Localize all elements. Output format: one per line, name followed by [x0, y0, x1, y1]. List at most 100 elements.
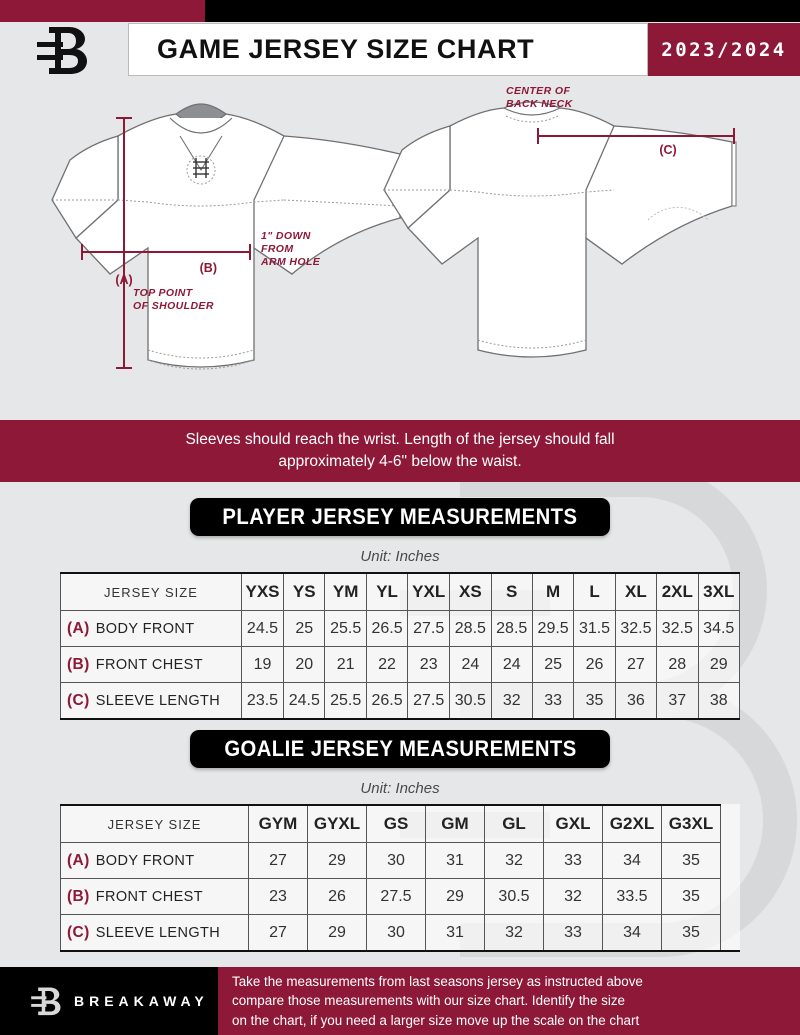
- measurement-value: 20: [283, 646, 326, 683]
- measurement-value: 30: [366, 842, 426, 879]
- measurement-value: 33: [543, 842, 603, 879]
- measurement-value: 23: [407, 646, 451, 683]
- footer-line-1: Take the measurements from last seasons …: [232, 974, 643, 990]
- table-row: (B) FRONT CHEST 19 20 21 22 23 24 24 25 26 27 28 29: [60, 646, 740, 683]
- measurement-name: BODY FRONT: [95, 852, 195, 869]
- measurement-row-label: (B) FRONT CHEST: [60, 646, 242, 683]
- size-column-header: YXL: [407, 572, 451, 611]
- jersey-size-header: JERSEY SIZE: [60, 804, 249, 843]
- season-label: 2023/2024: [661, 38, 787, 61]
- size-column-header: L: [573, 572, 616, 611]
- measurement-value: 27: [614, 646, 658, 683]
- measurement-value: 27: [248, 914, 308, 952]
- player-section-badge: PLAYER JERSEY MEASUREMENTS: [190, 498, 610, 536]
- measurement-value: 33: [543, 914, 603, 952]
- measurement-value: 34: [602, 842, 662, 879]
- top-strip-maroon: [0, 0, 205, 22]
- measurement-value: 24: [490, 646, 533, 683]
- fit-note-line-2: approximately 4-6" below the waist.: [278, 453, 522, 470]
- table-row: (A) BODY FRONT 24.5 25 25.5 26.5 27.5 28.5 28.5 2…: [60, 610, 740, 647]
- jersey-back-view: (C) CENTER OF BACK NECK: [383, 85, 737, 358]
- measurement-marker: (A): [67, 851, 90, 869]
- marker-b-note-3: ARM HOLE: [260, 256, 321, 268]
- measurement-value: 32.5: [614, 610, 658, 647]
- measurement-name: FRONT CHEST: [95, 888, 203, 905]
- table-row: (C) SLEEVE LENGTH 27 29 30 31 32 33 34 35: [60, 914, 740, 952]
- measurement-value: 30.5: [449, 682, 492, 720]
- measurement-value: 26: [307, 878, 367, 915]
- table-row: (A) BODY FRONT 27 29 30 31 32 33 34 35: [60, 842, 740, 879]
- measurement-value: 25.5: [324, 682, 367, 720]
- measurement-value: 23: [248, 878, 308, 915]
- table-row: (C) SLEEVE LENGTH 23.5 24.5 25.5 26.5 27.5 30.5…: [60, 682, 740, 720]
- jersey-size-header: JERSEY SIZE: [60, 572, 242, 611]
- measurement-value: 28.5: [449, 610, 492, 647]
- goalie-section-title: GOALIE JERSEY MEASUREMENTS: [223, 736, 577, 761]
- marker-a-note-2: OF SHOULDER: [133, 300, 214, 312]
- player-measurements-table: JERSEY SIZE YXS YS YM YL YXL XS S M L XL 2XL 3XL (A)…: [60, 572, 740, 720]
- measurement-value: 27.5: [366, 878, 426, 915]
- measurement-value: 29: [307, 914, 367, 952]
- measurement-value: 35: [661, 914, 721, 952]
- page-header: GAME JERSEY SIZE CHART 2023/2024: [0, 22, 800, 78]
- measurement-value: 34: [602, 914, 662, 952]
- size-column-header: M: [531, 572, 575, 611]
- measurement-value: 28.5: [490, 610, 533, 647]
- measurement-value: 36: [614, 682, 658, 720]
- measurement-marker: (C): [67, 691, 90, 709]
- goalie-section-badge: GOALIE JERSEY MEASUREMENTS: [190, 730, 610, 768]
- measurement-value: 31: [425, 842, 485, 879]
- measurement-value: 26: [573, 646, 616, 683]
- jersey-illustration: (B) (A) TOP POINT OF SHOULDER 1" DOWN FR…: [51, 85, 737, 370]
- page-footer: BREAKAWAY Take the measurements from las…: [0, 967, 800, 1035]
- measurement-value: 28: [656, 646, 699, 683]
- measurement-value: 26.5: [365, 610, 409, 647]
- player-table-head: JERSEY SIZE YXS YS YM YL YXL XS S M L XL 2XL 3XL: [60, 572, 740, 611]
- measurement-row-label: (B) FRONT CHEST: [60, 878, 249, 915]
- goalie-table: JERSEY SIZE GYM GYXL GS GM GL GXL G2XL G3XL (A) B…: [60, 804, 740, 952]
- player-table-body: (A) BODY FRONT 24.5 25 25.5 26.5 27.5 28.5 28.5 2…: [60, 610, 740, 720]
- footer-brand: BREAKAWAY: [0, 967, 218, 1035]
- marker-a-tag: (A): [115, 273, 132, 287]
- size-column-header: S: [490, 572, 533, 611]
- goalie-table-body: (A) BODY FRONT 27 29 30 31 32 33 34 35 (B) FRONT CH…: [60, 842, 740, 952]
- measurement-marker: (A): [67, 619, 90, 637]
- size-column-header: GXL: [543, 804, 603, 843]
- page-title-bar: GAME JERSEY SIZE CHART: [128, 23, 648, 76]
- footer-wordmark: BREAKAWAY: [74, 993, 209, 1009]
- measurement-marker: (C): [67, 923, 90, 941]
- measurement-name: FRONT CHEST: [95, 656, 203, 673]
- marker-b-note-1: 1" DOWN: [261, 230, 311, 242]
- measurement-row-label: (A) BODY FRONT: [60, 610, 242, 647]
- measurement-value: 30: [366, 914, 426, 952]
- measurement-name: SLEEVE LENGTH: [95, 692, 221, 709]
- measurement-marker: (B): [67, 655, 90, 673]
- marker-c-tag: (C): [659, 143, 676, 157]
- player-unit-label: Unit: Inches: [360, 548, 440, 565]
- jersey-front-view: (B) (A) TOP POINT OF SHOULDER 1" DOWN FR…: [51, 103, 405, 370]
- measurement-value: 29: [697, 646, 740, 683]
- measurement-value: 29: [425, 878, 485, 915]
- marker-c-note-2: BACK NECK: [506, 98, 574, 110]
- fit-note-line-1: Sleeves should reach the wrist. Length o…: [185, 430, 615, 448]
- measurement-name: SLEEVE LENGTH: [95, 924, 221, 941]
- measurement-row-label: (C) SLEEVE LENGTH: [60, 682, 242, 720]
- table-row: (B) FRONT CHEST 23 26 27.5 29 30.5 32 33.5 35: [60, 878, 740, 915]
- measurement-value: 35: [661, 878, 721, 915]
- footer-line-3: on the chart, if you need a larger size …: [232, 1012, 640, 1028]
- measurement-value: 19: [240, 646, 285, 683]
- measurement-marker: (B): [67, 887, 90, 905]
- measurement-value: 27: [248, 842, 308, 879]
- size-column-header: YL: [365, 572, 409, 611]
- size-column-header: GL: [484, 804, 544, 843]
- goalie-table-head: JERSEY SIZE GYM GYXL GS GM GL GXL G2XL G3XL: [60, 804, 740, 843]
- measurement-value: 35: [661, 842, 721, 879]
- measurement-name: BODY FRONT: [95, 620, 195, 637]
- marker-a-note-1: TOP POINT: [133, 287, 194, 299]
- size-column-header: 3XL: [697, 572, 740, 611]
- goalie-unit-label: Unit: Inches: [360, 780, 440, 797]
- measurement-row-label: (A) BODY FRONT: [60, 842, 249, 879]
- measure-line-c: [537, 128, 735, 144]
- footer-line-2: compare those measurements with our size…: [232, 993, 625, 1009]
- goalie-header-row: JERSEY SIZE GYM GYXL GS GM GL GXL G2XL G3XL: [60, 804, 740, 843]
